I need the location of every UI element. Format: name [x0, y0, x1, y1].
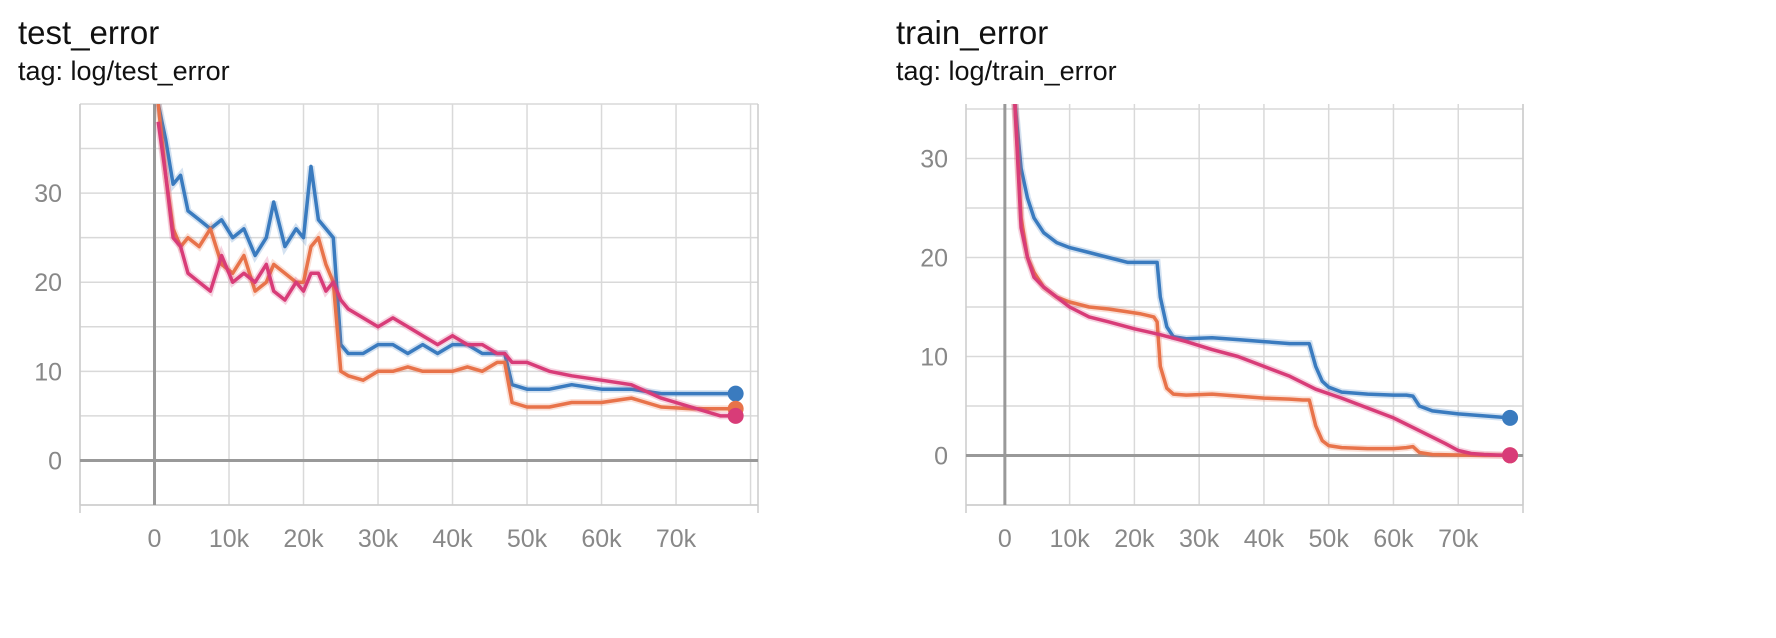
train-error-plot: 0 10 20 30 0 10k 20k 30k 40k 50k 60k 70k [920, 104, 1524, 553]
train-error-panel: train_error tag: log/train_error 0 10 20 30… [880, 0, 1760, 638]
series-end-marker [727, 385, 744, 402]
x-tick-label: 50k [507, 525, 548, 553]
series-end-marker [727, 407, 744, 424]
x-tick-label: 50k [1309, 525, 1350, 553]
y-tick-label: 0 [934, 442, 948, 470]
x-tick-label: 20k [283, 525, 324, 553]
series-end-marker [1502, 447, 1519, 464]
x-tick-label: 10k [1049, 525, 1090, 553]
y-tick-label: 0 [48, 447, 62, 475]
y-tick-label: 30 [920, 145, 948, 173]
series-line [156, 121, 736, 418]
series-raw-line [1011, 104, 1510, 459]
grid-lines [79, 103, 758, 506]
chart-title: train_error [896, 14, 1049, 51]
x-tick-label: 0 [998, 525, 1012, 553]
y-tick-label: 10 [920, 343, 948, 371]
series-line [156, 104, 736, 411]
chart-subtitle: tag: log/train_error [896, 56, 1117, 86]
x-tick-label: 70k [1438, 525, 1479, 553]
series-line [1013, 104, 1511, 420]
y-tick-label: 30 [34, 180, 62, 208]
series-end-marker [1502, 409, 1519, 426]
y-tick-label: 10 [34, 358, 62, 386]
x-tick-label: 20k [1114, 525, 1155, 553]
series-line [1013, 104, 1511, 458]
y-tick-label: 20 [920, 244, 948, 272]
x-tick-label: 60k [1373, 525, 1414, 553]
chart-title: test_error [18, 14, 160, 51]
test-error-plot: 0 10 20 30 0 10k 20k 30k 40k 50k 60k 70k [34, 103, 759, 553]
x-tick-label: 40k [432, 525, 473, 553]
x-tick-label: 0 [148, 525, 162, 553]
x-tick-label: 60k [581, 525, 622, 553]
test-error-panel: test_error tag: log/test_error 0 10 20 30 0 1… [0, 0, 880, 638]
series-line [156, 104, 736, 396]
x-tick-label: 10k [209, 525, 250, 553]
chart-subtitle: tag: log/test_error [18, 56, 230, 86]
x-tick-label: 40k [1244, 525, 1285, 553]
grid-lines [966, 104, 1524, 506]
x-tick-label: 30k [358, 525, 399, 553]
series-raw-line [1011, 104, 1511, 422]
y-tick-label: 20 [34, 269, 62, 297]
x-tick-label: 30k [1179, 525, 1220, 553]
x-tick-label: 70k [656, 525, 697, 553]
series-line [1013, 104, 1510, 458]
series-raw-line [1011, 104, 1511, 459]
